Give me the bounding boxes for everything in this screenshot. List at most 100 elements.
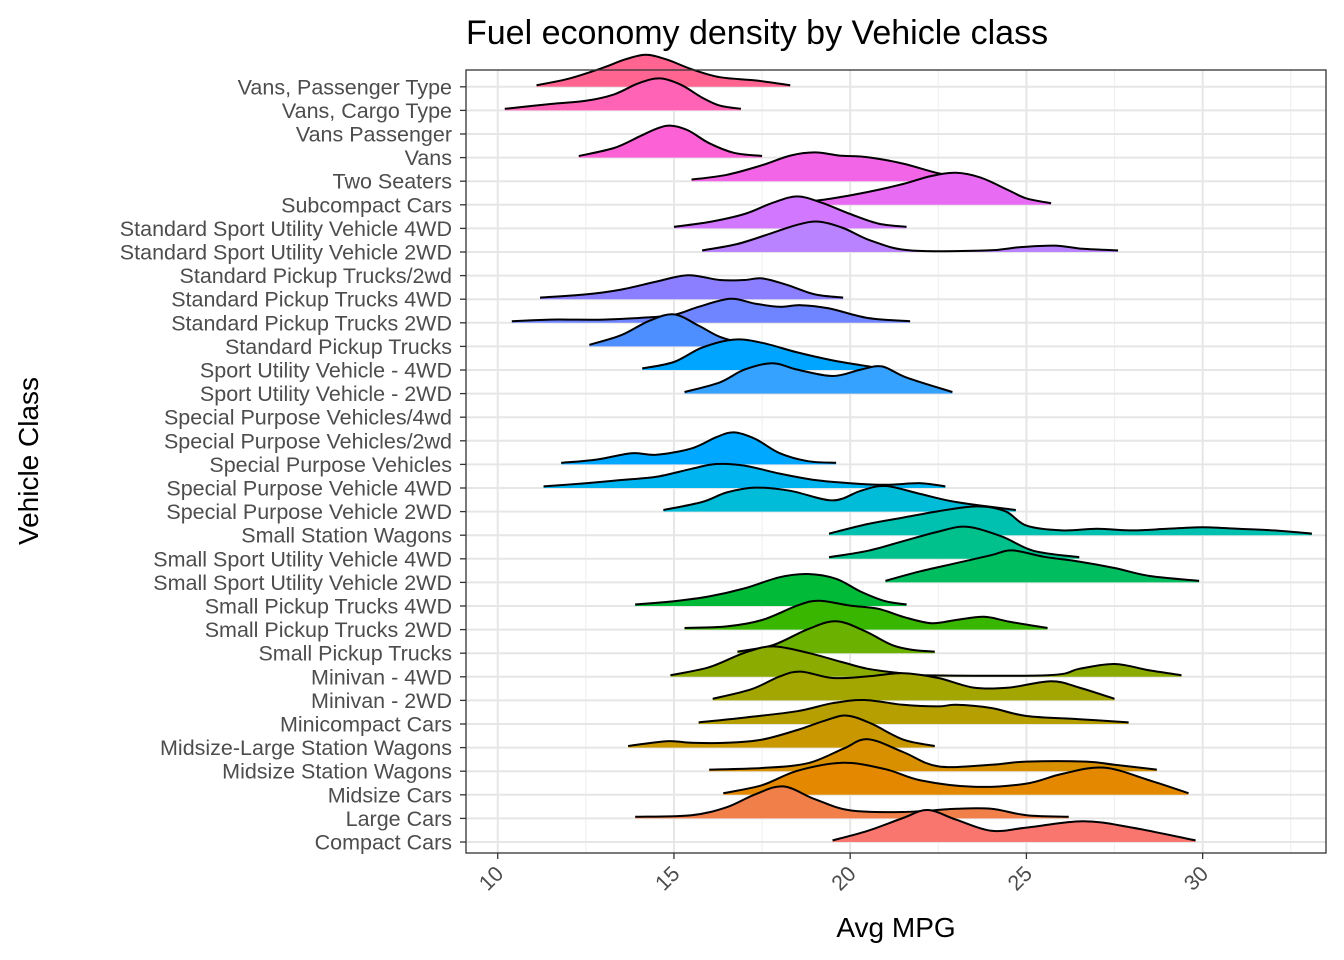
y-tick-label: Sport Utility Vehicle - 4WD bbox=[200, 359, 452, 383]
ridge-outline bbox=[684, 362, 953, 393]
ridge-fill bbox=[698, 699, 1129, 724]
x-axis-ticks: 10 15 20 25 30 bbox=[474, 853, 1213, 895]
ridge-small-pickup-trucks-2wd bbox=[684, 599, 1048, 630]
ridge-fill bbox=[684, 600, 1048, 630]
y-tick-label: Vans Passenger bbox=[296, 123, 452, 147]
x-axis-title: Avg MPG bbox=[836, 912, 955, 943]
x-tick-label: 30 bbox=[1179, 862, 1213, 896]
ridge-fill bbox=[540, 275, 844, 300]
ridge-outline bbox=[578, 124, 763, 157]
ridge-fill bbox=[885, 550, 1200, 583]
y-tick-label: Vans bbox=[405, 146, 452, 170]
ridge-fill bbox=[684, 363, 953, 394]
ridge-fill bbox=[628, 715, 935, 748]
ridge-outline bbox=[701, 220, 1119, 253]
y-tick-label: Two Seaters bbox=[333, 170, 453, 194]
ridge-midsize-cars bbox=[723, 761, 1189, 795]
ridge-minivan-2wd bbox=[712, 670, 1115, 701]
ridge-outline bbox=[635, 572, 907, 606]
ridge-fill bbox=[709, 739, 1157, 772]
y-tick-label: Large Cars bbox=[346, 807, 452, 831]
ridge-outline bbox=[832, 808, 1196, 842]
ridge-outline bbox=[539, 274, 844, 299]
ridge-fill bbox=[642, 339, 882, 370]
y-tick-label: Standard Sport Utility Vehicle 2WD bbox=[120, 241, 452, 265]
y-tick-label: Minivan - 4WD bbox=[311, 665, 452, 689]
ridge-standard-pickup-trucks-4wd bbox=[539, 274, 844, 300]
ridge-large-cars bbox=[635, 785, 1069, 819]
y-tick-label: Small Sport Utility Vehicle 4WD bbox=[153, 547, 452, 571]
ridge-fill bbox=[561, 432, 837, 465]
y-tick-label: Small Pickup Trucks 4WD bbox=[205, 595, 452, 619]
ridge-fill bbox=[673, 196, 907, 229]
panel-border bbox=[465, 69, 1327, 854]
ridge-small-pickup-trucks bbox=[737, 620, 935, 654]
ridge-outline bbox=[712, 670, 1115, 700]
ridge-fill bbox=[832, 809, 1196, 842]
ridge-fill bbox=[670, 646, 1182, 677]
ridge-outline bbox=[642, 338, 883, 370]
ridge-outline bbox=[628, 714, 935, 747]
ridge-standard-pickup-trucks-2wd bbox=[511, 297, 911, 323]
y-tick-label: Special Purpose Vehicle 2WD bbox=[166, 500, 452, 524]
ridge-outline bbox=[723, 761, 1189, 795]
ridge-minicompact-cars bbox=[698, 698, 1129, 724]
y-tick-label: Small Sport Utility Vehicle 2WD bbox=[153, 571, 452, 595]
y-tick-label: Special Purpose Vehicle 4WD bbox=[166, 477, 452, 501]
ridge-fill bbox=[511, 298, 911, 323]
ridge-vans bbox=[578, 124, 763, 158]
ridge-fill bbox=[702, 221, 1119, 252]
y-tick-label: Standard Sport Utility Vehicle 4WD bbox=[120, 217, 452, 241]
ridge-special-purpose-vehicles bbox=[561, 431, 837, 465]
ridge-outline bbox=[543, 462, 946, 488]
ridge-outline bbox=[536, 53, 791, 87]
ridge-fill bbox=[737, 621, 935, 654]
y-tick-label: Special Purpose Vehicles/2wd bbox=[164, 429, 452, 453]
ridge-special-purpose-vehicle-4wd bbox=[543, 462, 946, 488]
y-tick-label: Special Purpose Vehicles/4wd bbox=[164, 406, 452, 430]
ridge-outline bbox=[828, 525, 1080, 559]
ridge-compact-cars bbox=[832, 808, 1196, 842]
y-tick-label: Small Pickup Trucks bbox=[258, 642, 452, 666]
ridge-sport-utility-vehicle-4wd bbox=[642, 338, 883, 370]
y-tick-label: Standard Pickup Trucks 4WD bbox=[171, 288, 452, 312]
y-axis-title: Vehicle Class bbox=[13, 377, 44, 545]
y-tick-label: Standard Pickup Trucks/2wd bbox=[180, 264, 452, 288]
ridge-fill bbox=[504, 78, 741, 111]
y-tick-label: Standard Pickup Trucks bbox=[225, 335, 452, 359]
y-tick-label: Midsize-Large Station Wagons bbox=[160, 736, 452, 760]
ridge-small-pickup-trucks-4wd bbox=[635, 572, 907, 606]
ridge-fill bbox=[663, 485, 1016, 512]
ridge-standard-sport-utility-vehicle-4wd bbox=[673, 195, 907, 229]
ridge-vans-cargo-type bbox=[504, 77, 742, 111]
ridge-outline bbox=[709, 738, 1157, 771]
y-tick-label: Midsize Cars bbox=[328, 783, 452, 807]
ridge-outline bbox=[684, 599, 1048, 629]
ridge-outline bbox=[698, 698, 1129, 724]
ridge-outline bbox=[561, 431, 837, 464]
y-tick-label: Midsize Station Wagons bbox=[222, 760, 452, 784]
density-ridges bbox=[504, 53, 1312, 842]
ridge-fill bbox=[543, 463, 946, 488]
ridge-fill bbox=[635, 786, 1069, 819]
ridge-outline bbox=[737, 620, 935, 653]
ridge-outline bbox=[511, 297, 911, 323]
x-tick-label: 25 bbox=[1003, 862, 1037, 896]
chart-title: Fuel economy density by Vehicle class bbox=[466, 14, 1048, 52]
ridge-outline bbox=[797, 171, 1052, 205]
ridge-small-sport-utility-vehicle-2wd bbox=[885, 549, 1200, 583]
y-tick-label: Small Station Wagons bbox=[241, 524, 452, 548]
ridge-vans-passenger-type bbox=[536, 53, 791, 87]
ridge-fill bbox=[712, 671, 1115, 701]
x-tick-label: 10 bbox=[474, 862, 508, 896]
ridge-subcompact-cars bbox=[797, 171, 1052, 205]
ridge-two-seaters bbox=[691, 151, 974, 182]
y-tick-label: Small Pickup Trucks 2WD bbox=[205, 618, 452, 642]
y-tick-label: Sport Utility Vehicle - 2WD bbox=[200, 382, 452, 406]
y-tick-label: Minivan - 2WD bbox=[311, 689, 452, 713]
y-tick-label: Special Purpose Vehicles bbox=[209, 453, 452, 477]
ridge-outline bbox=[828, 505, 1312, 535]
ridge-outline bbox=[885, 549, 1200, 582]
